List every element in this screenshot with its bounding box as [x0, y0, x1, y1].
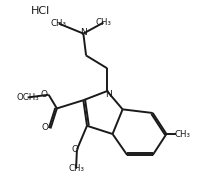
Text: N: N: [80, 28, 87, 37]
Text: O: O: [40, 90, 47, 99]
Text: CH₃: CH₃: [175, 130, 191, 139]
Text: CH₃: CH₃: [51, 19, 67, 28]
Text: CH₃: CH₃: [95, 18, 111, 27]
Text: O: O: [42, 123, 49, 132]
Text: CH₃: CH₃: [68, 164, 84, 173]
Text: O: O: [72, 145, 79, 154]
Text: HCl: HCl: [31, 6, 50, 16]
Text: OCH₃: OCH₃: [16, 93, 39, 102]
Text: N: N: [105, 90, 111, 99]
